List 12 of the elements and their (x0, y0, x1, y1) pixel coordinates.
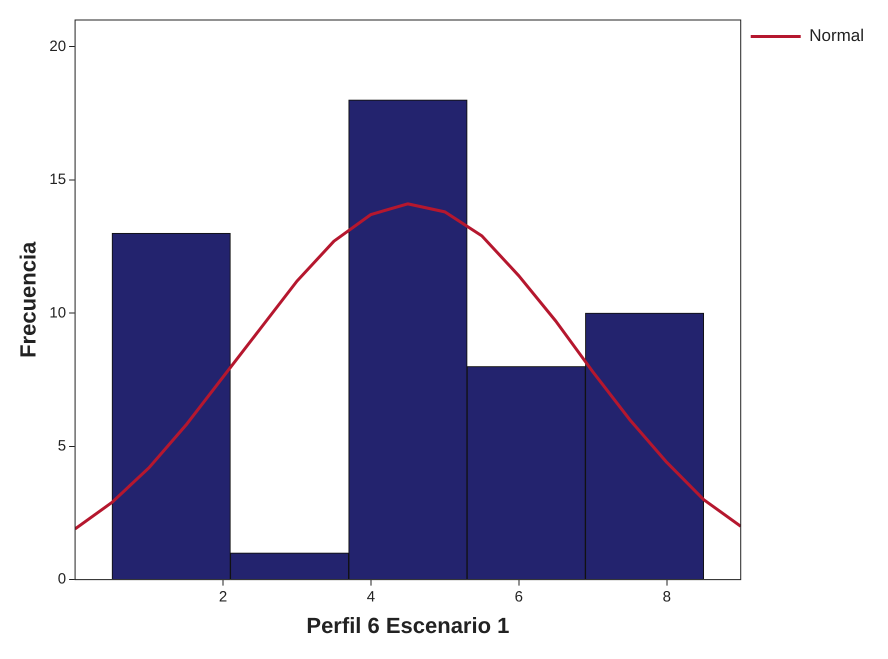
y-axis-title: Frecuencia (15, 240, 40, 358)
y-tick-label: 5 (58, 438, 66, 455)
y-tick-label: 10 (49, 304, 66, 322)
x-tick-label: 8 (662, 588, 671, 606)
legend-label: Normal (809, 26, 864, 46)
x-axis-title: Perfil 6 Escenario 1 (306, 612, 510, 638)
y-tick-label: 15 (49, 171, 66, 188)
x-tick-label: 2 (218, 588, 228, 606)
y-tick-label: 20 (49, 38, 66, 55)
y-tick-label: 0 (58, 570, 66, 588)
x-tick-label: 6 (514, 588, 524, 606)
x-tick-label: 4 (366, 588, 376, 606)
